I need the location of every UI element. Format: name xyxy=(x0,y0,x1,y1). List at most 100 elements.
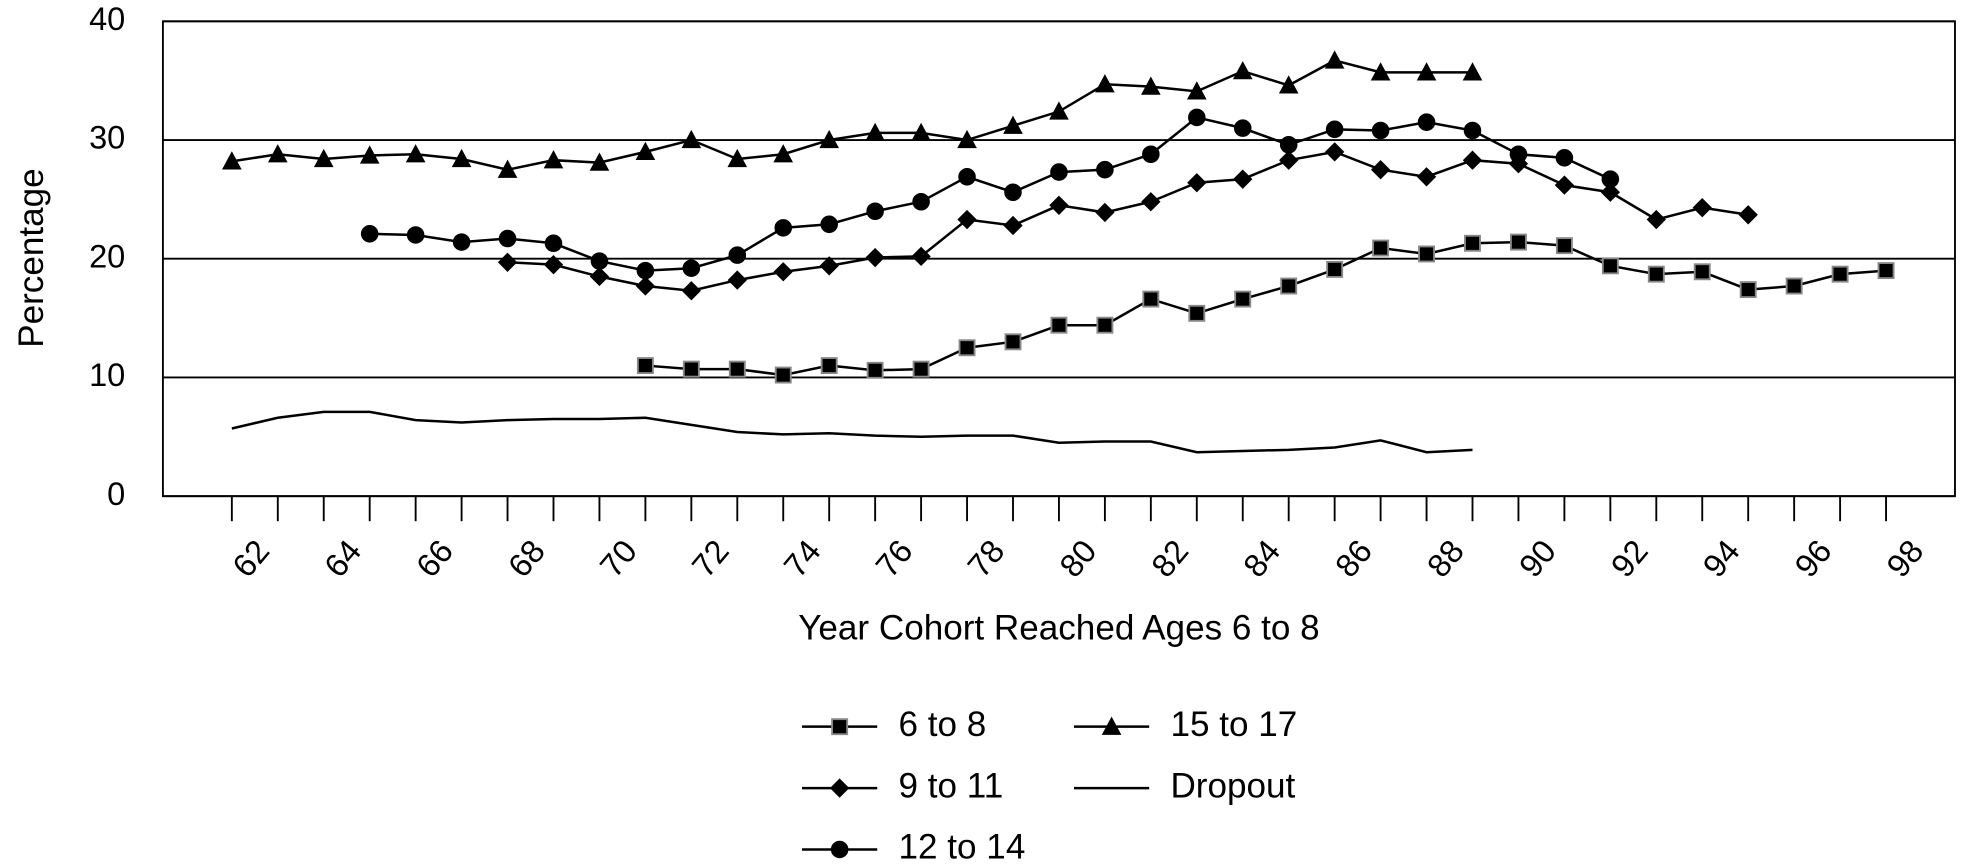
marker-square xyxy=(866,361,884,379)
marker-square xyxy=(1877,262,1895,280)
series-line xyxy=(369,116,1611,272)
x-tick-label: 88 xyxy=(1420,533,1471,584)
marker-square xyxy=(1693,263,1711,281)
marker-square xyxy=(1372,239,1390,257)
marker-triangle xyxy=(589,152,610,171)
x-tick-label: 76 xyxy=(869,533,920,584)
marker-circle xyxy=(1050,163,1068,181)
legend-label: 12 to 14 xyxy=(899,828,1026,867)
marker-triangle xyxy=(1049,101,1069,120)
marker-circle xyxy=(1142,145,1160,164)
marker-triangle xyxy=(1101,716,1122,735)
marker-diamond xyxy=(1462,150,1483,170)
marker-circle xyxy=(1601,170,1620,188)
marker-diamond xyxy=(635,276,656,296)
marker-circle xyxy=(1555,149,1574,167)
marker-diamond xyxy=(1049,195,1069,215)
marker-circle xyxy=(1096,160,1114,179)
marker-triangle xyxy=(267,144,288,163)
marker-circle xyxy=(820,215,838,234)
marker-diamond xyxy=(1233,169,1253,189)
marker-square xyxy=(820,357,838,375)
y-tick-label: 0 xyxy=(107,476,125,512)
marker-diamond xyxy=(1095,202,1115,223)
marker-circle xyxy=(1233,119,1252,137)
marker-triangle xyxy=(1462,62,1483,81)
marker-circle xyxy=(1417,113,1436,131)
x-tick-label: 84 xyxy=(1236,533,1287,584)
marker-square xyxy=(831,718,849,736)
marker-triangle xyxy=(957,129,977,149)
marker-square xyxy=(1601,257,1619,275)
marker-triangle xyxy=(911,122,931,142)
marker-square xyxy=(1785,277,1803,295)
marker-diamond xyxy=(1738,205,1758,225)
marker-square xyxy=(1464,234,1481,252)
marker-triangle xyxy=(543,150,564,169)
x-tick-label: 92 xyxy=(1604,533,1655,584)
marker-diamond xyxy=(543,255,564,275)
marker-circle xyxy=(1188,108,1206,127)
marker-diamond xyxy=(773,262,793,282)
x-tick-label: 90 xyxy=(1512,533,1563,584)
marker-triangle xyxy=(1003,115,1023,134)
x-tick-label: 78 xyxy=(961,533,1012,584)
marker-triangle xyxy=(313,148,334,168)
x-tick-label: 70 xyxy=(593,533,644,584)
series-line xyxy=(231,59,1473,171)
marker-square xyxy=(1418,245,1436,263)
series-line xyxy=(645,240,1887,377)
marker-diamond xyxy=(1279,150,1299,170)
marker-triangle xyxy=(1186,81,1207,100)
marker-square xyxy=(682,360,700,378)
marker-triangle xyxy=(405,144,426,163)
marker-circle xyxy=(1279,135,1298,154)
x-tick-label: 68 xyxy=(501,533,552,584)
marker-circle xyxy=(590,252,609,270)
y-axis-title: Percentage xyxy=(12,168,51,347)
marker-circle xyxy=(498,229,517,248)
marker-circle xyxy=(1371,121,1390,140)
marker-square xyxy=(636,357,654,375)
marker-circle xyxy=(406,226,425,244)
marker-circle xyxy=(1509,145,1528,164)
marker-triangle xyxy=(451,148,472,168)
series-line xyxy=(507,150,1749,293)
marker-circle xyxy=(912,192,930,211)
marker-diamond xyxy=(1600,182,1621,202)
marker-diamond xyxy=(1554,175,1575,195)
x-tick-label: 94 xyxy=(1696,533,1747,584)
marker-circle xyxy=(544,234,563,253)
marker-diamond xyxy=(957,209,977,230)
x-tick-label: 82 xyxy=(1145,533,1196,584)
series-line xyxy=(231,410,1473,454)
marker-circle xyxy=(636,261,655,280)
x-tick-label: 86 xyxy=(1328,533,1379,584)
marker-circle xyxy=(830,840,849,859)
marker-triangle xyxy=(222,151,242,170)
legend-label: Dropout xyxy=(1170,766,1295,805)
x-tick-label: 62 xyxy=(226,533,277,584)
marker-square xyxy=(1509,233,1527,251)
marker-circle xyxy=(682,259,701,277)
marker-triangle xyxy=(1141,76,1161,95)
marker-diamond xyxy=(1692,198,1712,218)
marker-triangle xyxy=(1232,61,1253,80)
marker-square xyxy=(728,360,746,378)
marker-triangle xyxy=(865,122,885,142)
x-tick-label: 66 xyxy=(409,533,460,584)
marker-diamond xyxy=(819,256,839,276)
marker-diamond xyxy=(1646,209,1666,230)
marker-square xyxy=(774,366,792,384)
y-tick-label: 20 xyxy=(89,238,125,274)
marker-triangle xyxy=(819,129,840,149)
marker-triangle xyxy=(1370,62,1391,81)
y-tick-label: 30 xyxy=(89,120,125,156)
marker-triangle xyxy=(773,144,794,163)
marker-square xyxy=(1326,260,1344,278)
marker-circle xyxy=(774,219,793,237)
marker-square xyxy=(1647,265,1665,283)
marker-circle xyxy=(452,233,471,251)
marker-triangle xyxy=(359,145,380,164)
